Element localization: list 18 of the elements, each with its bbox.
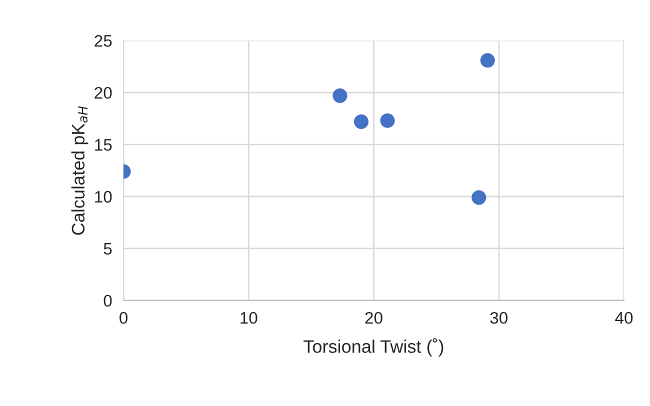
y-tick-label: 20	[94, 86, 112, 99]
x-tick-label: 20	[365, 312, 382, 324]
x-tick-label: 0	[120, 312, 128, 324]
point	[380, 113, 395, 128]
y-axis-title: Calculated pK$_{aH}$	[71, 106, 88, 235]
y-tick-label: 10	[95, 190, 112, 203]
point	[472, 190, 486, 205]
x-axis-title: Torsional Twist (˚)	[304, 338, 444, 356]
y-tick-label: 15	[95, 139, 112, 151]
y-tick-label: 0	[104, 294, 112, 307]
y-tick-label: 5	[104, 243, 112, 255]
x-tick-label: 40	[615, 312, 633, 324]
point	[354, 114, 369, 129]
point	[332, 88, 348, 103]
x-tick-label: 30	[490, 312, 508, 324]
x-tick-label: 10	[240, 312, 258, 324]
point	[480, 53, 495, 68]
y-tick-label: 25	[94, 35, 112, 47]
